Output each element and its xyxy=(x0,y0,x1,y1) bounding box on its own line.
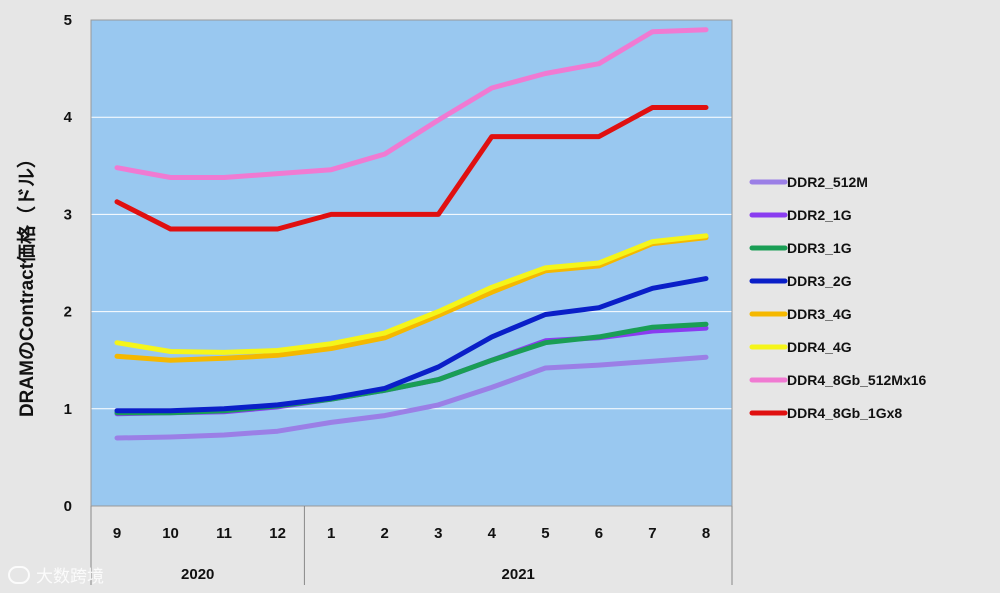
legend-label: DDR4_8Gb_512Mx16 xyxy=(787,372,927,388)
legend-label: DDR3_2G xyxy=(787,273,852,289)
x-tick-label: 5 xyxy=(541,525,549,542)
y-tick-label: 5 xyxy=(64,12,72,29)
watermark: 大数跨境 xyxy=(8,562,104,587)
year-label: 2021 xyxy=(502,566,535,583)
series-line-ddr4-8gb-1gx8 xyxy=(114,105,709,232)
y-axis-title: DRAMのContract価格（ドル） xyxy=(15,149,38,417)
plot-area xyxy=(91,20,732,506)
y-axis-ticks: 0 1 2 3 4 5 xyxy=(64,12,73,515)
series-line-ddr2-512m xyxy=(114,354,709,441)
plot-border xyxy=(90,19,733,507)
legend-label: DDR3_1G xyxy=(787,240,852,256)
series-lines xyxy=(114,27,709,441)
watermark-text: 大数跨境 xyxy=(36,567,104,587)
x-tick-label: 7 xyxy=(648,525,656,542)
y-tick-label: 1 xyxy=(64,401,72,418)
y-tick-label: 2 xyxy=(64,304,72,321)
legend-label: DDR4_8Gb_1Gx8 xyxy=(787,405,902,421)
x-tick-label: 11 xyxy=(216,525,232,542)
legend-label: DDR4_4G xyxy=(787,339,852,355)
series-line-ddr4-4g xyxy=(114,233,709,355)
series-line-ddr4-8gb-512mx16 xyxy=(114,27,709,180)
x-tick-label: 10 xyxy=(162,525,179,542)
year-label: 2020 xyxy=(181,566,214,583)
legend-label: DDR2_1G xyxy=(787,207,852,223)
legend-label: DDR2_512M xyxy=(787,174,868,190)
legend: DDR2_512M DDR2_1G DDR3_1G DDR3_2G DDR3_4G DDR… xyxy=(749,174,927,421)
series-line-ddr3-2g xyxy=(114,276,709,414)
x-tick-label: 1 xyxy=(327,525,335,542)
watermark-logo-icon xyxy=(8,565,30,584)
x-tick-label: 4 xyxy=(488,525,497,542)
x-tick-label: 8 xyxy=(702,525,710,542)
x-tick-label: 3 xyxy=(434,525,442,542)
y-tick-label: 0 xyxy=(64,498,72,515)
x-tick-label: 6 xyxy=(595,525,603,542)
x-tick-label: 12 xyxy=(269,525,286,542)
x-tick-label: 2 xyxy=(381,525,389,542)
y-tick-label: 3 xyxy=(64,206,72,223)
y-tick-label: 4 xyxy=(64,109,73,126)
x-tick-label: 9 xyxy=(113,525,121,542)
legend-label: DDR3_4G xyxy=(787,306,852,322)
series-line-ddr3-4g xyxy=(114,235,709,363)
